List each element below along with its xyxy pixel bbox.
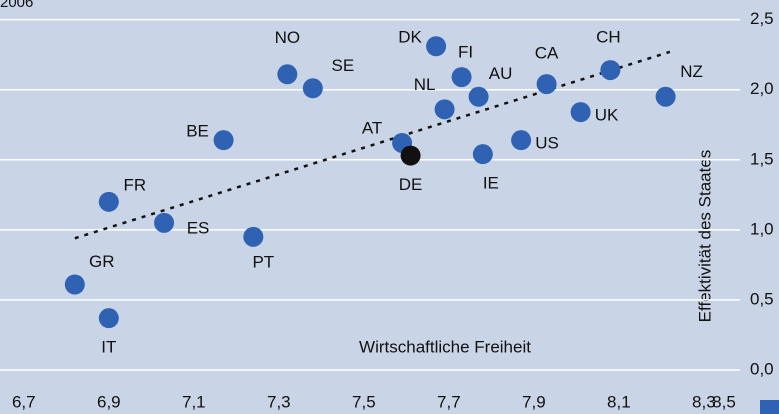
y-tick-label: 0,0 <box>750 359 774 378</box>
x-tick-label: 8,1 <box>607 392 631 411</box>
point <box>536 74 557 95</box>
point-label: NZ <box>680 62 703 81</box>
y-tick-label: 2,0 <box>750 79 774 98</box>
x-tick-label: 6,7 <box>12 392 36 411</box>
point <box>655 86 676 107</box>
point <box>98 308 119 329</box>
point <box>64 274 85 295</box>
chart-title: 2006 <box>0 0 33 11</box>
x-tick-label: 8,3 <box>692 392 716 411</box>
point-label: US <box>535 134 559 153</box>
point <box>472 144 493 165</box>
point <box>277 64 298 85</box>
point-label: DE <box>399 175 423 194</box>
point <box>434 99 455 120</box>
point <box>600 60 621 81</box>
point-label: CH <box>596 28 621 47</box>
y-tick-label: 1,5 <box>750 149 774 168</box>
point-label: IE <box>483 174 499 193</box>
point-label: DK <box>398 28 422 47</box>
point-label: UK <box>595 106 619 125</box>
point <box>243 226 264 247</box>
point <box>98 191 119 212</box>
point <box>426 36 447 57</box>
y-tick-label: 0,5 <box>750 289 774 308</box>
point-label: NO <box>275 28 301 47</box>
point-label: CA <box>535 44 559 63</box>
point <box>570 102 591 123</box>
point <box>302 78 323 99</box>
corner-mark <box>760 400 779 414</box>
x-tick-label: 6,9 <box>97 392 121 411</box>
point <box>154 212 175 233</box>
point-label: BE <box>186 122 209 141</box>
point-label: PT <box>252 252 274 271</box>
point-label: FI <box>458 43 473 62</box>
point-label: IT <box>101 338 116 357</box>
y-tick-label: 2,5 <box>750 9 774 28</box>
x-tick-label: 7,1 <box>182 392 206 411</box>
point <box>213 130 234 151</box>
point-label: NL <box>414 75 436 94</box>
point-label: SE <box>331 56 354 75</box>
x-tick-label: 7,9 <box>522 392 546 411</box>
trend-line <box>74 50 671 240</box>
x-axis-label: Wirtschaftliche Freiheit <box>359 337 531 356</box>
point-label: GR <box>89 252 115 271</box>
point-label: AU <box>489 64 513 83</box>
point <box>451 67 472 88</box>
x-tick-label: 7,5 <box>352 392 376 411</box>
point-label: ES <box>187 218 210 237</box>
x-tick-label: 7,7 <box>437 392 461 411</box>
point-label: AT <box>362 118 382 137</box>
x-tick-label: 7,3 <box>267 392 291 411</box>
point <box>468 86 489 107</box>
point <box>400 145 421 166</box>
point-label: FR <box>123 175 146 194</box>
x-tick-label: 8,5 <box>712 392 736 411</box>
y-axis-label: Effektivität des Staates <box>695 150 714 323</box>
point <box>511 130 532 151</box>
y-tick-label: 1,0 <box>750 219 774 238</box>
